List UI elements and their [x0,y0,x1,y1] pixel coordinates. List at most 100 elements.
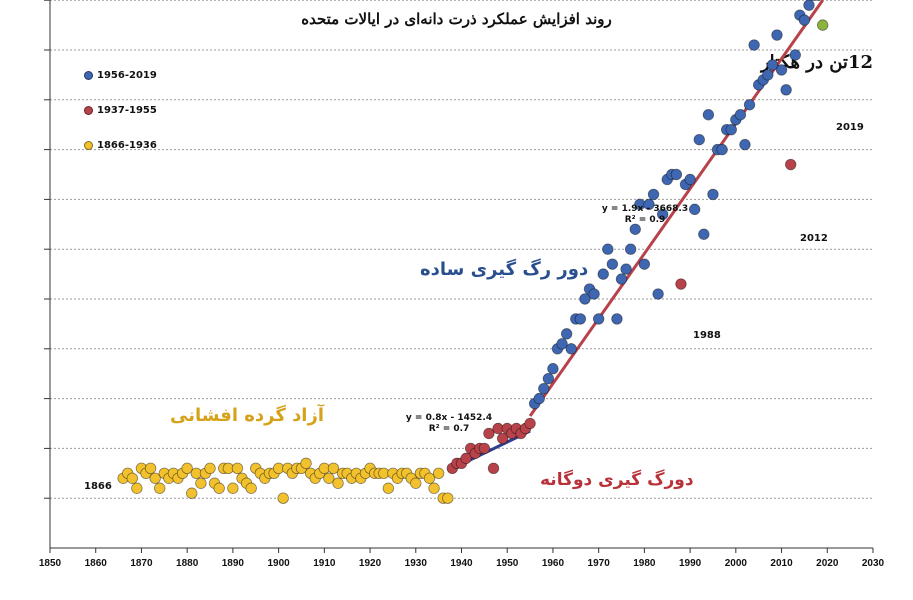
data-point [186,487,198,499]
data-point [126,472,139,484]
data-point [533,392,545,405]
data-point [442,492,454,504]
data-point [693,133,705,146]
x-tick-label: 1870 [130,558,153,569]
data-point [574,313,587,325]
data-point [423,472,436,484]
data-point [611,313,623,325]
series-1937-1955 [446,417,536,475]
start-year-label: 1866 [84,481,112,492]
data-point [428,482,440,494]
region-label-double-cross: دورگ گیری دوگانه [540,470,694,490]
data-point [615,273,628,285]
data-point [565,343,577,355]
data-point [620,263,632,275]
data-point [652,288,664,300]
legend: 1956-2019 1937-1955 1866-1936 [84,69,157,174]
chart-title: روند افزایش عملکرد ذرت دانه‌ای در ایالات… [301,10,612,28]
data-point [789,49,801,61]
region-label-single-cross: دور رگ گیری ساده [420,259,589,280]
data-point [560,328,573,340]
legend-item-1866-1936: 1866-1936 [84,139,157,151]
data-point [647,188,660,201]
data-point [803,0,815,11]
data-point [643,198,655,211]
data-point [762,69,774,81]
data-point [684,173,696,186]
data-point [638,258,651,270]
data-point [771,29,783,41]
data-point [144,462,157,475]
legend-label: 1956-2019 [97,69,157,81]
data-point [547,363,559,375]
data-point [739,138,751,151]
x-tick-label: 2000 [725,558,748,569]
data-point [716,143,728,156]
x-tick-label: 2020 [816,558,839,569]
data-point [327,462,340,475]
data-point [780,84,792,96]
data-point [629,223,641,235]
data-point [460,452,472,465]
x-tick-label: 1980 [633,558,656,569]
data-point [195,477,207,489]
legend-dot-icon [84,105,93,115]
data-point [542,372,555,385]
x-tick-label: 1890 [222,558,245,569]
data-point [277,492,289,504]
data-point [815,0,822,1]
x-tick-label: 1970 [588,558,611,569]
x-tick-label: 1850 [39,558,62,569]
x-tick-label: 1960 [542,558,565,569]
x-tick-label: 1920 [359,558,382,569]
data-point [245,482,257,494]
data-point [592,313,605,325]
equation-text: y = 1.9x - 3668.3 [601,204,689,214]
label-2012: 2012 [800,233,828,244]
x-tick-label: 1950 [496,558,519,569]
data-point [579,293,591,305]
data-point [487,462,500,475]
x-tick-label: 2030 [862,558,885,569]
data-point [483,427,495,440]
x-tick-label: 1910 [313,558,336,569]
data-point [432,467,445,480]
data-point [798,14,811,26]
data-point [606,258,619,270]
series-1866-1936 [117,457,454,504]
data-point [213,482,225,494]
x-tick-label: 1880 [176,558,199,569]
data-point [181,462,193,475]
legend-label: 1866-1936 [97,139,157,151]
data-point [707,188,719,201]
data-point [149,472,161,484]
x-tick-label: 1860 [85,558,108,569]
legend-item-1937-1955: 1937-1955 [84,104,157,116]
legend-dot-icon [84,140,93,150]
data-point [597,268,609,280]
data-point [675,278,687,290]
data-point [775,64,788,76]
data-point [227,482,239,494]
data-point [766,59,779,71]
data-point [624,243,637,255]
x-tick-label: 2010 [770,558,793,569]
data-point [817,19,829,31]
legend-item-1956-2019: 1956-2019 [84,69,157,81]
data-point [204,462,216,475]
data-point [602,243,614,255]
gridlines [44,0,873,499]
data-point [382,482,395,494]
data-point [670,168,683,181]
data-point [698,228,710,240]
legend-label: 1937-1955 [97,104,157,116]
equation-double-cross: y = 0.8x - 1452.4 R² = 0.7 [384,413,514,435]
data-point [656,208,669,221]
equation-single-cross: y = 1.9x - 3668.3 R² = 0.9 [580,204,710,226]
data-point [688,203,701,216]
x-tick-label: 1940 [450,558,473,569]
region-label-open-pollination: آزاد گرده افشانی [170,405,325,426]
data-point [410,477,422,489]
data-point [323,472,335,484]
